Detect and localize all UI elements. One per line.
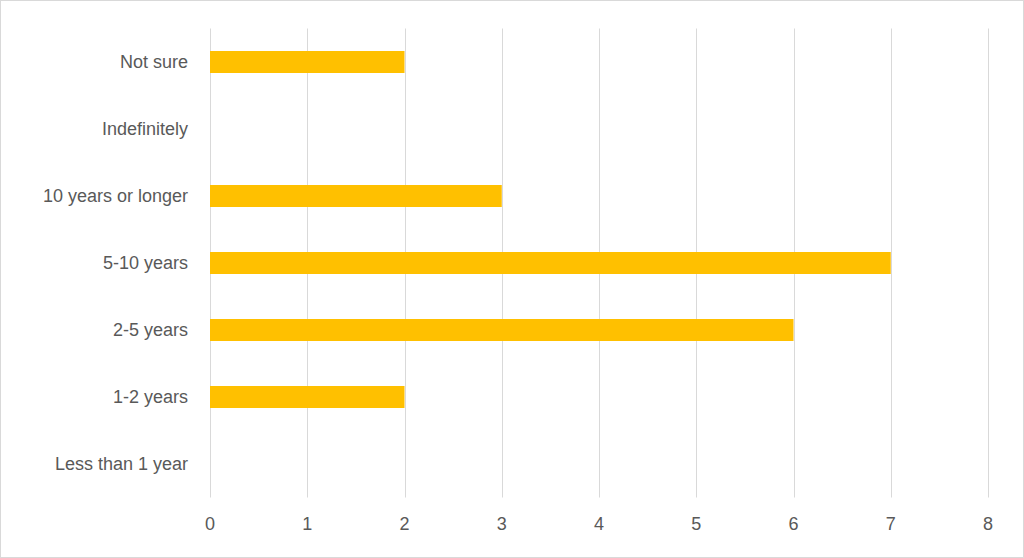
tick-label: 5 bbox=[691, 514, 701, 534]
tick-label: 7 bbox=[886, 514, 896, 534]
bar bbox=[210, 118, 211, 140]
tick-label: 2 bbox=[399, 514, 409, 534]
grid-line bbox=[891, 29, 892, 498]
bar bbox=[210, 51, 405, 73]
bar bbox=[210, 453, 211, 475]
category-label: Not sure bbox=[120, 52, 188, 72]
category-label: 2-5 years bbox=[113, 320, 188, 340]
bars bbox=[210, 51, 891, 408]
grid-line bbox=[988, 29, 989, 498]
chart-border bbox=[1, 1, 1024, 558]
tick-label: 4 bbox=[594, 514, 604, 534]
tick-label: 8 bbox=[983, 514, 993, 534]
chart-container: 0 1 2 3 4 5 6 7 8 Not sure Indefinitely 10 years or… bbox=[0, 0, 1024, 558]
tick-label: 3 bbox=[497, 514, 507, 534]
category-label: 5-10 years bbox=[103, 253, 188, 273]
tick-label: 1 bbox=[302, 514, 312, 534]
category-label: 1-2 years bbox=[113, 387, 188, 407]
chart-svg: 0 1 2 3 4 5 6 7 8 Not sure Indefinitely 10 years or… bbox=[0, 0, 1024, 558]
category-label: Less than 1 year bbox=[55, 454, 188, 474]
tick-label: 0 bbox=[205, 514, 215, 534]
bar bbox=[210, 252, 891, 274]
bar bbox=[210, 185, 502, 207]
grid bbox=[211, 29, 989, 498]
bar bbox=[210, 386, 405, 408]
tick-label: 6 bbox=[788, 514, 798, 534]
category-label: 10 years or longer bbox=[43, 186, 188, 206]
category-label: Indefinitely bbox=[102, 119, 188, 139]
bar bbox=[210, 319, 794, 341]
